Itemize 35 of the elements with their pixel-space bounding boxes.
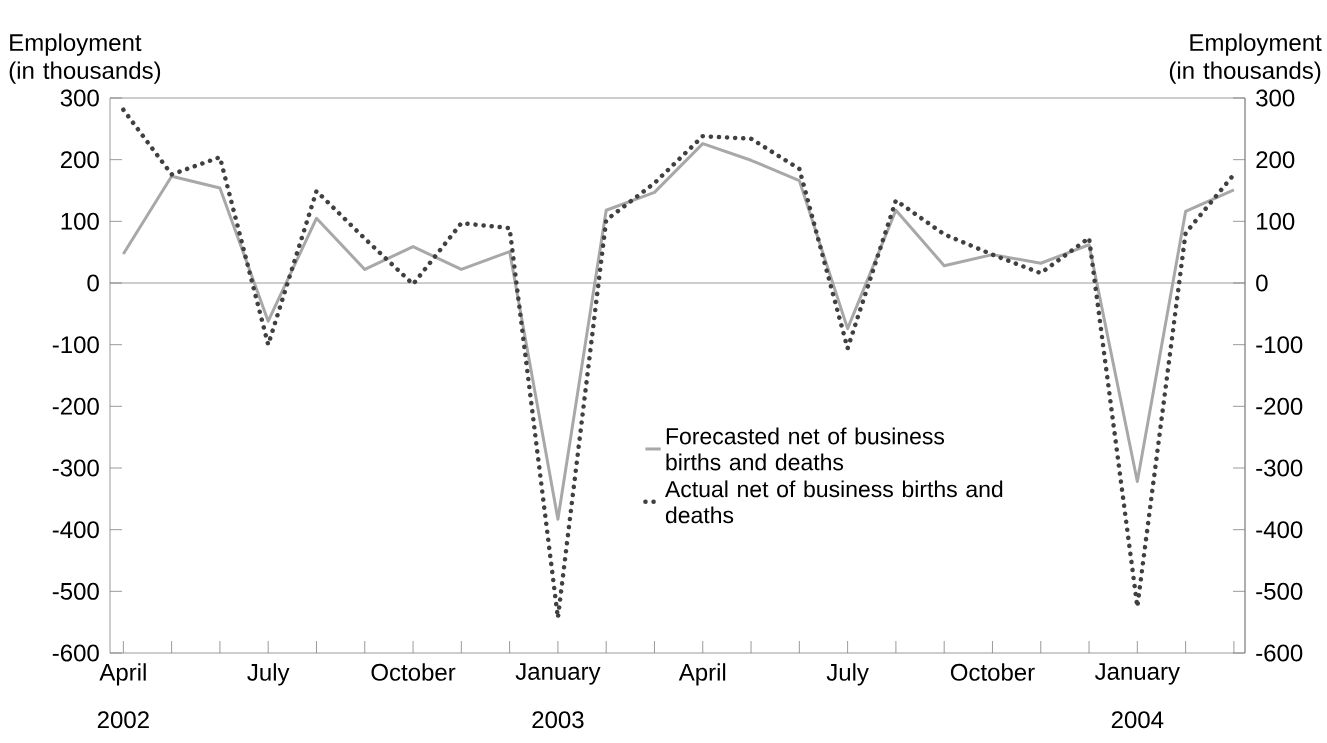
x-tick-label: July [826, 663, 869, 686]
y-tick-label: 100 [61, 212, 99, 230]
y-tick-label: -400 [52, 521, 99, 539]
y2-tick-label: 0 [1256, 274, 1268, 292]
y2-tick-label: 100 [1257, 212, 1295, 230]
y-tick-label: 200 [60, 151, 99, 169]
x-tick-label: January [1095, 663, 1180, 685]
text: 2004 [1111, 711, 1164, 729]
y-tick-label: -200 [52, 397, 99, 415]
y-tick-label: 300 [60, 89, 99, 107]
x-tick-label: January [515, 663, 601, 685]
y2-tick-label: -200 [1256, 397, 1303, 415]
text: 2003 [532, 711, 584, 729]
legend-label: Forecasted net of business births and deaths [666, 427, 945, 471]
x-tick-label: October [371, 663, 456, 681]
x-tick-label: April [678, 663, 726, 686]
y2-tick-label: -500 [1256, 582, 1303, 600]
x-tick-label: October [950, 663, 1035, 681]
y2-tick-label: 200 [1256, 151, 1295, 169]
y-tick-label: -600 [52, 644, 99, 662]
y2-tick-label: -600 [1256, 644, 1303, 662]
y-tick-label: -500 [52, 582, 99, 600]
y2-tick-label: -400 [1256, 521, 1303, 539]
y-tick-label: 0 [87, 274, 99, 292]
y-tick-label: -100 [52, 336, 99, 354]
text: 2002 [97, 711, 149, 729]
y-axis-title: Employment (in thousands) [9, 33, 161, 84]
legend-label: Actual net of business births and deaths [665, 480, 1003, 524]
y2-tick-label: -100 [1256, 336, 1303, 354]
y-tick-label: -300 [52, 459, 99, 477]
x-tick-label: July [247, 663, 290, 686]
x-tick-label: April [99, 663, 146, 686]
y2-axis-title: Employment (in thousands) [1169, 33, 1322, 84]
y2-tick-label: 300 [1256, 89, 1295, 107]
y2-tick-label: -300 [1256, 459, 1303, 477]
